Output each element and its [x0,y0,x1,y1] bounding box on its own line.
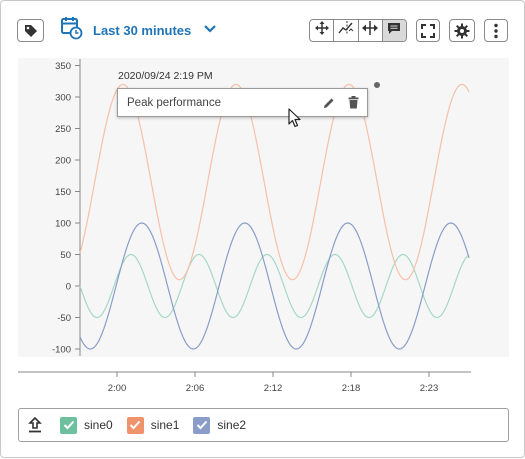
y-tick-label: 300 [55,93,71,104]
y-tick-label: 50 [60,250,71,261]
annotation-card[interactable]: Peak performance [117,88,368,117]
y-tick-label: 350 [55,61,71,72]
tag-button[interactable] [17,19,44,42]
y-tick-label: 150 [55,187,71,198]
zoom-x-mode-button[interactable] [359,20,383,41]
time-range-selector[interactable]: Last 30 minutes [61,16,217,45]
calendar-clock-icon [61,16,83,45]
settings-button[interactable] [449,19,475,42]
trash-icon [348,96,358,109]
x-tick-label: 2:00 [108,383,127,394]
y-axis: 350 300 250 200 150 100 50 0 -50 -100 [52,59,81,356]
series-line-sine1 [79,83,470,281]
gear-icon [454,23,470,39]
legend-item-sine2[interactable]: sine2 [193,416,247,434]
y-tick-label: -50 [57,313,71,324]
legend-label: sine0 [84,418,113,432]
tag-icon [24,24,38,38]
edit-annotation-button[interactable] [319,93,339,113]
series-line-sine0 [79,253,470,319]
interaction-mode-group [309,19,407,42]
mouse-cursor-icon [288,108,301,128]
checkbox-checked-icon[interactable] [126,416,144,434]
checkbox-checked-icon[interactable] [60,416,77,434]
annotation-timestamp: 2020/09/24 2:19 PM [118,70,213,82]
legend-item-sine1[interactable]: sine1 [126,416,180,434]
time-range-label: Last 30 minutes [93,22,192,38]
x-tick-label: 2:12 [264,383,283,394]
legend-label: sine2 [217,418,247,432]
y-tick-label: 250 [55,124,71,135]
annotation-mode-button[interactable] [382,20,406,41]
zoom-xy-icon [338,21,354,40]
more-vertical-icon [493,23,499,39]
x-tick-label: 2:18 [342,383,361,394]
y-tick-label: 0 [66,282,71,293]
legend-item-sine0[interactable]: sine0 [60,416,113,434]
annotation-text: Peak performance [127,96,221,109]
pan-icon [314,21,329,40]
fullscreen-icon [421,23,435,38]
x-axis: 2:00 2:06 2:12 2:18 2:23 [18,371,471,394]
chevron-down-icon [203,21,217,39]
chart-legend: sine0 sine1 sine2 [18,408,509,442]
more-options-button[interactable] [484,19,508,42]
delete-annotation-button[interactable] [343,93,363,113]
x-tick-label: 2:23 [420,383,439,394]
pan-mode-button[interactable] [310,20,335,41]
y-tick-label: 200 [55,156,71,167]
legend-label: sine1 [150,418,180,432]
pencil-icon [324,98,334,108]
annotation-marker[interactable] [374,82,380,88]
checkbox-checked-icon[interactable] [193,416,211,434]
series-line-sine2 [79,222,470,350]
zoom-xy-mode-button[interactable] [334,20,359,41]
y-tick-label: -100 [52,345,71,356]
y-tick-label: 100 [55,219,71,230]
annotation-icon [387,22,401,40]
chart-series [79,83,470,350]
fullscreen-button[interactable] [416,19,440,42]
upload-icon[interactable] [28,417,42,433]
zoom-x-icon [362,21,379,40]
x-tick-label: 2:06 [186,383,205,394]
